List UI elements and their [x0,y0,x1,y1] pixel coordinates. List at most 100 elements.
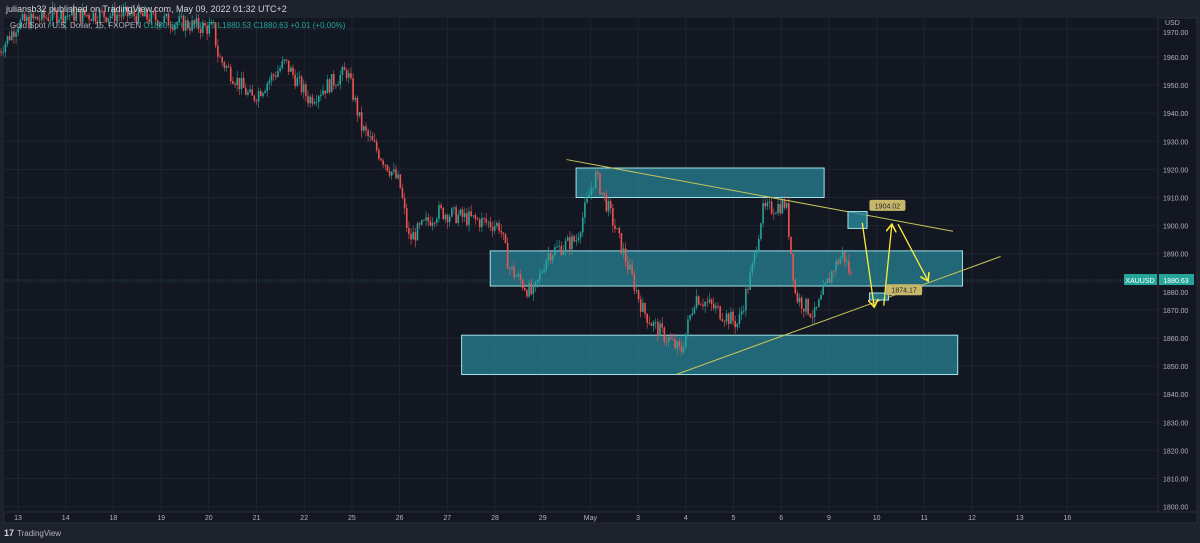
y-tick-label: 1970.00 [1163,30,1188,37]
candle-body [244,87,247,95]
candle-body [742,310,745,312]
candle-body [755,252,758,253]
candle-body [206,25,208,34]
candle-body [88,15,90,20]
candle-body [429,221,432,226]
candle-body [4,43,7,53]
candle-body [706,302,709,303]
candle-body [624,248,627,262]
candle-body [423,220,425,221]
candle-body [837,260,840,265]
candle-body [539,273,541,280]
candle-body [305,84,307,96]
candle-body [249,89,251,93]
candle-body [240,77,243,90]
candle-body [530,283,533,295]
candle-body [646,313,648,323]
candle-body [212,22,215,24]
candle-body [335,85,337,87]
candle-body [693,307,696,314]
candle-body [236,77,238,86]
candle-body [13,31,15,37]
candle-body [71,8,73,16]
candle-body [592,187,595,189]
candle-body [463,213,466,218]
candle-body [107,18,110,22]
candle-body [339,75,342,85]
candle-body [416,223,419,241]
candle-body [202,22,204,34]
candle-body [543,270,545,273]
candle-body [573,236,575,242]
candle-body [745,288,747,311]
candle-body [466,213,468,225]
candle-body [704,302,706,307]
candle-body [116,14,118,22]
candle-body [788,203,790,237]
candle-body [483,218,485,219]
x-tick-label: 16 [1064,515,1072,522]
candle-body [283,59,286,62]
candle-body [648,322,651,324]
candle-body [408,228,410,234]
candle-body [32,13,35,19]
candle-body [313,102,316,104]
candle-body [345,70,348,78]
candle-body [146,9,148,20]
candle-body [584,202,586,218]
candle-body [272,74,275,76]
x-tick-label: 12 [968,515,976,522]
candle-body [120,15,123,17]
candle-body [56,10,58,23]
x-tick-label: 26 [396,515,404,522]
candle-body [554,247,556,256]
candle-body [83,9,86,15]
candle-body [47,17,50,22]
candle-body [669,337,672,340]
x-tick-label: 11 [921,515,928,522]
symbol-description: Gold Spot / U.S. Dollar, 15, FXOPEN [10,21,142,30]
candle-body [135,16,138,24]
candle-body [545,259,548,271]
candle-body [167,13,170,26]
candle-body [800,297,803,309]
x-tick-label: 13 [1016,515,1024,522]
candle-body [262,92,264,97]
candle-body [315,101,318,103]
candle-body [187,20,189,29]
candle-body [270,74,273,81]
candle-body [150,11,153,23]
candle-body [805,298,807,312]
candle-body [824,283,827,287]
candle-body [259,91,262,97]
x-tick-label: 10 [873,515,881,522]
candle-body [343,66,346,71]
candle-body [717,305,719,307]
candle-body [326,79,329,94]
candle-body [459,209,462,215]
candle-body [833,271,835,272]
candle-body [672,339,674,341]
candle-body [49,19,52,22]
candle-body [607,201,610,212]
y-tick-label: 1880.00 [1163,290,1188,297]
candle-body [642,303,644,312]
candle-body [457,214,460,223]
candle-body [551,255,554,261]
candle-body [23,14,26,22]
tradingview-logo[interactable]: 17 TradingView [4,528,61,538]
candle-body [785,203,788,208]
candle-body [519,273,522,281]
candle-body [665,341,668,343]
high-value: H1880.75 [180,21,216,30]
candle-body [221,57,223,63]
candle-body [410,233,412,240]
candle-body [152,11,155,13]
candle-body [350,73,352,79]
candle-body [685,333,687,348]
candle-body [281,61,284,69]
candle-body [219,56,221,58]
candle-body [165,13,168,17]
x-tick-label: 19 [157,515,165,522]
